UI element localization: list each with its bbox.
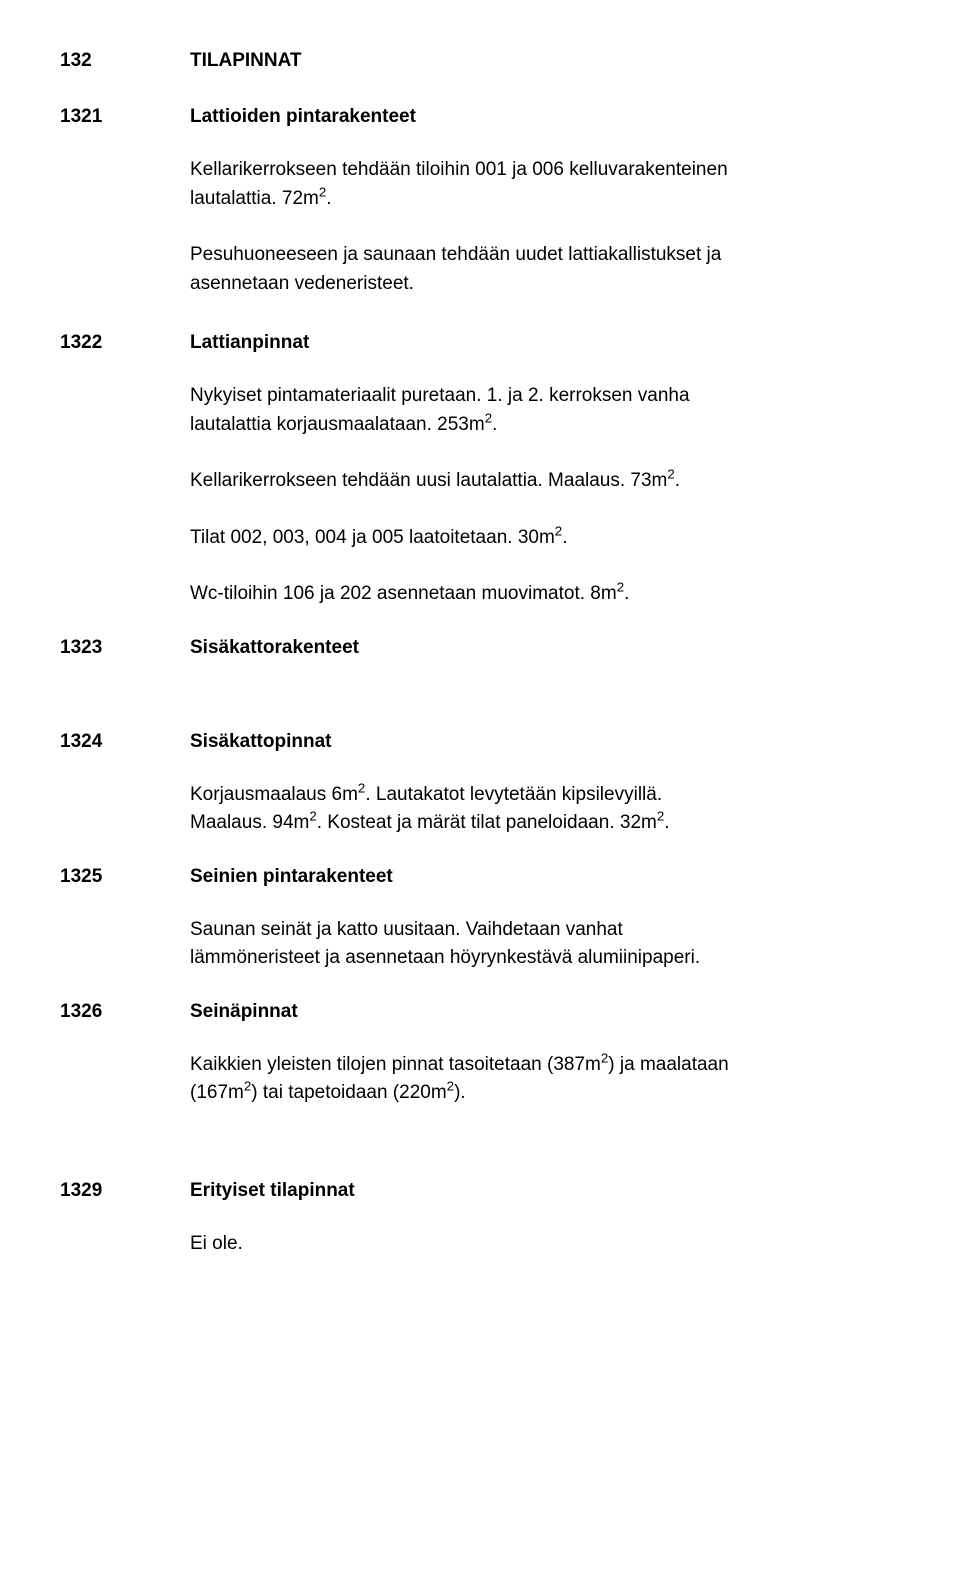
text: (167m — [190, 1082, 244, 1103]
text: lautalattia korjausmaalataan. 253m — [190, 414, 485, 435]
section-1321-p1: Kellarikerrokseen tehdään tiloihin 001 j… — [190, 156, 900, 213]
section-1329-header: 1329 Erityiset tilapinnat — [60, 1180, 900, 1202]
text: Kellarikerrokseen tehdään uusi lautalatt… — [190, 470, 667, 491]
section-1325-header: 1325 Seinien pintarakenteet — [60, 866, 900, 888]
sup-2: 2 — [667, 467, 674, 482]
section-1322-header: 1322 Lattianpinnat — [60, 332, 900, 354]
title-1329: Erityiset tilapinnat — [190, 1180, 355, 1202]
text: Maalaus. 94m — [190, 812, 309, 833]
title-1325: Seinien pintarakenteet — [190, 866, 393, 888]
text: ) tai tapetoidaan (220m — [251, 1082, 446, 1103]
text: Ei ole. — [190, 1233, 243, 1254]
text: Korjausmaalaus 6m — [190, 784, 358, 805]
section-1326-header: 1326 Seinäpinnat — [60, 1001, 900, 1023]
sup-2: 2 — [617, 580, 624, 595]
section-1329-p1: Ei ole. — [190, 1230, 900, 1259]
section-1324-p1: Korjausmaalaus 6m 2 . Lautakatot levytetää… — [190, 781, 900, 838]
text: ). — [454, 1082, 466, 1103]
text: Tilat 002, 003, 004 ja 005 laatoitetaan.… — [190, 527, 555, 548]
title-1326: Seinäpinnat — [190, 1001, 298, 1023]
text: asennetaan vedeneristeet. — [190, 273, 414, 294]
text: . — [562, 527, 567, 548]
section-1322-p1: Nykyiset pintamateriaalit puretaan. 1. j… — [190, 382, 900, 439]
text: . — [492, 414, 497, 435]
title-1324: Sisäkattopinnat — [190, 731, 331, 753]
text: lämmöneristeet ja asennetaan höyrynkestä… — [190, 947, 700, 968]
code-1321: 1321 — [60, 106, 190, 128]
section-1322-p4: Wc-tiloihin 106 ja 202 asennetaan muovim… — [190, 580, 900, 609]
text: . Kosteat ja märät tilat paneloidaan. 32… — [317, 812, 657, 833]
section-1321-header: 1321 Lattioiden pintarakenteet — [60, 106, 900, 128]
text: . — [664, 812, 669, 833]
sup-2: 2 — [447, 1079, 454, 1094]
title-1322: Lattianpinnat — [190, 332, 309, 354]
code-1326: 1326 — [60, 1001, 190, 1023]
text: Saunan seinät ja katto uusitaan. Vaihdet… — [190, 919, 623, 940]
section-1324-header: 1324 Sisäkattopinnat — [60, 731, 900, 753]
code-1324: 1324 — [60, 731, 190, 753]
text: . — [624, 583, 629, 604]
code-1325: 1325 — [60, 866, 190, 888]
text: lautalattia. 72m — [190, 188, 319, 209]
text: . Lautakatot levytetään kipsilevyillä. — [365, 784, 662, 805]
title-1321: Lattioiden pintarakenteet — [190, 106, 416, 128]
section-1322-p2: Kellarikerrokseen tehdään uusi lautalatt… — [190, 467, 900, 496]
section-1321-p2: Pesuhuoneeseen ja saunaan tehdään uudet … — [190, 241, 900, 298]
section-1322-p3: Tilat 002, 003, 004 ja 005 laatoitetaan.… — [190, 524, 900, 553]
code-1323: 1323 — [60, 637, 190, 659]
text: Kellarikerrokseen tehdään tiloihin 001 j… — [190, 159, 728, 180]
text: ) ja maalataan — [608, 1054, 728, 1075]
text: Kaikkien yleisten tilojen pinnat tasoite… — [190, 1054, 601, 1075]
code-132: 132 — [60, 50, 190, 72]
sup-2: 2 — [309, 809, 316, 824]
code-1322: 1322 — [60, 332, 190, 354]
code-1329: 1329 — [60, 1180, 190, 1202]
sup-2: 2 — [485, 410, 492, 425]
text: Pesuhuoneeseen ja saunaan tehdään uudet … — [190, 244, 721, 265]
section-1326-p1: Kaikkien yleisten tilojen pinnat tasoite… — [190, 1051, 900, 1108]
section-1325-p1: Saunan seinät ja katto uusitaan. Vaihdet… — [190, 916, 900, 973]
section-132-header: 132 TILAPINNAT — [60, 50, 900, 72]
text: Nykyiset pintamateriaalit puretaan. 1. j… — [190, 385, 690, 406]
title-132: TILAPINNAT — [190, 50, 302, 72]
title-1323: Sisäkattorakenteet — [190, 637, 359, 659]
section-1323-header: 1323 Sisäkattorakenteet — [60, 637, 900, 659]
text: . — [326, 188, 331, 209]
text: . — [675, 470, 680, 491]
text: Wc-tiloihin 106 ja 202 asennetaan muovim… — [190, 583, 617, 604]
